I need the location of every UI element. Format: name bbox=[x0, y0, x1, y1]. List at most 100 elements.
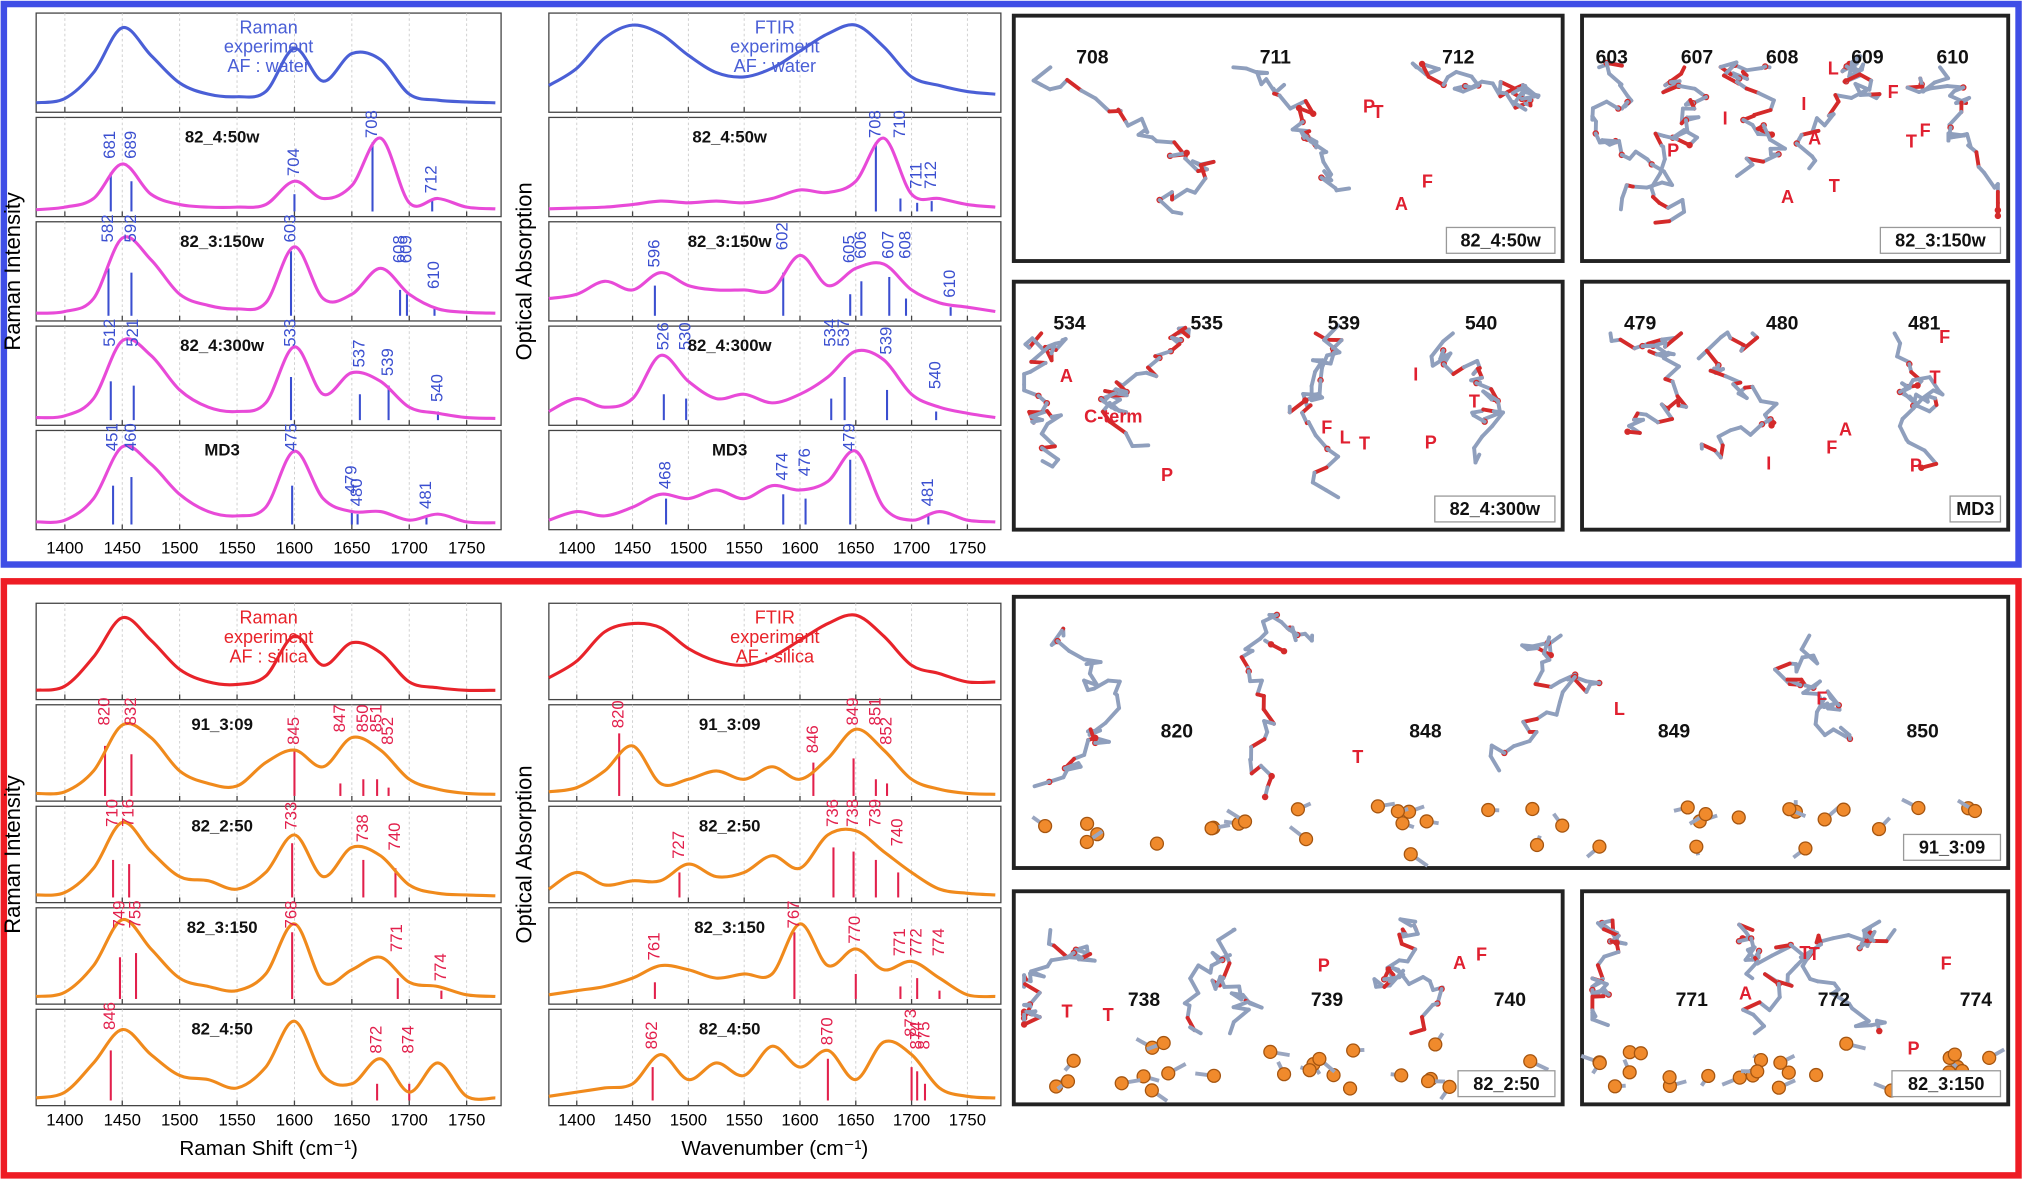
peak-label: 534 bbox=[821, 319, 840, 347]
peak-label: 874 bbox=[399, 1026, 418, 1054]
molecule-bond bbox=[1405, 947, 1418, 964]
molecule-bond bbox=[1265, 774, 1274, 790]
peak-label: 852 bbox=[876, 717, 895, 745]
molecule-bond bbox=[1489, 743, 1507, 755]
molecule-bond bbox=[1030, 336, 1045, 351]
silica-atom bbox=[1967, 803, 1983, 819]
structure-id: 610 bbox=[1937, 46, 1969, 68]
molecule-bond bbox=[1031, 65, 1053, 83]
peak-label: 738 bbox=[353, 814, 372, 842]
residue-label: A bbox=[1395, 194, 1408, 214]
peak-label: 474 bbox=[773, 453, 792, 481]
molecule-bond bbox=[1209, 958, 1225, 968]
molecule-bond bbox=[1520, 89, 1541, 98]
peak-label: 712 bbox=[921, 161, 940, 189]
molecule-bond bbox=[1308, 139, 1329, 154]
molecule-bond bbox=[1801, 679, 1822, 695]
silica-atom bbox=[1038, 818, 1053, 834]
peak-label: 772 bbox=[907, 928, 926, 956]
molecule-bond bbox=[1676, 83, 1697, 91]
x-tick-label: 1650 bbox=[333, 538, 370, 557]
structure-name: MD3 bbox=[1956, 499, 1994, 519]
spectrum-line bbox=[548, 1039, 996, 1100]
silica-atom bbox=[1680, 800, 1695, 815]
structure-name: 82_4:50w bbox=[1460, 230, 1541, 250]
molecule-bond bbox=[1750, 384, 1763, 403]
molecule-bond bbox=[1838, 725, 1852, 738]
molecule-bond bbox=[1188, 976, 1201, 996]
molecule-bond bbox=[1040, 459, 1055, 469]
x-tick-label: 1500 bbox=[161, 1111, 198, 1130]
molecule-bond bbox=[1743, 945, 1757, 962]
peak-label: 537 bbox=[834, 319, 853, 347]
molecule-bond bbox=[1744, 66, 1764, 73]
molecule-bond bbox=[1123, 431, 1135, 449]
peak-label: 582 bbox=[98, 214, 117, 242]
molecule-bond bbox=[1938, 65, 1951, 81]
molecule-bond bbox=[1185, 1003, 1192, 1020]
silica-atom bbox=[1428, 1037, 1443, 1052]
molecule-bond bbox=[1231, 65, 1249, 71]
molecule-bond bbox=[1799, 633, 1812, 652]
molecule-bond bbox=[1590, 976, 1609, 987]
structure-id: 772 bbox=[1818, 989, 1850, 1011]
molecule-bond bbox=[1277, 93, 1293, 111]
spectrum-line bbox=[36, 444, 496, 525]
silica-atom bbox=[1607, 1079, 1623, 1094]
atom bbox=[1261, 793, 1269, 801]
peak-label: 704 bbox=[284, 148, 303, 176]
molecule-bond bbox=[1800, 964, 1813, 981]
molecule-bond bbox=[1807, 158, 1818, 171]
panel-label: 82_2:50 bbox=[699, 816, 761, 835]
x-tick-label: 1650 bbox=[333, 1111, 370, 1130]
molecule-bond bbox=[1922, 448, 1939, 466]
molecule-bond bbox=[1216, 938, 1229, 958]
molecule-bond bbox=[1728, 335, 1746, 348]
molecule-bond bbox=[1029, 409, 1050, 419]
molecule-bond bbox=[1653, 219, 1672, 225]
peak-label: 875 bbox=[914, 1021, 933, 1049]
silica-atom bbox=[1698, 806, 1713, 822]
structure-name-box bbox=[1879, 226, 2002, 254]
x-tick-label: 1400 bbox=[46, 1111, 83, 1130]
silica-atom bbox=[1370, 799, 1385, 814]
peak-label: 873 bbox=[901, 1009, 920, 1037]
molecule-bond bbox=[1920, 388, 1936, 400]
peak-label: 851 bbox=[367, 704, 386, 732]
molecule-bond bbox=[1663, 331, 1684, 349]
molecule-bond bbox=[1833, 93, 1854, 100]
molecule-bond bbox=[1521, 716, 1539, 724]
molecule-bond bbox=[1107, 419, 1128, 436]
molecule-bond bbox=[1905, 85, 1921, 94]
molecule-bond bbox=[1716, 428, 1733, 439]
molecule-bond bbox=[1325, 350, 1342, 358]
molecule-bond bbox=[1857, 72, 1874, 83]
spectrum-line bbox=[35, 918, 496, 999]
peak-label: 451 bbox=[103, 423, 122, 451]
molecule-bond bbox=[1396, 967, 1412, 987]
silica-atom bbox=[1781, 1065, 1796, 1080]
panel-frame bbox=[548, 325, 1002, 426]
molecule-bond bbox=[1927, 375, 1941, 393]
atom bbox=[1994, 212, 2002, 220]
y-axis-title: Optical Absorption bbox=[511, 182, 536, 360]
molecule-bond bbox=[1853, 1023, 1874, 1029]
molecule-bond bbox=[1649, 171, 1663, 190]
molecule-bond bbox=[1947, 110, 1964, 127]
spectrum-line bbox=[36, 337, 496, 420]
molecule-bond bbox=[1040, 446, 1061, 462]
residue-label: F bbox=[1476, 945, 1487, 965]
silica-atom bbox=[1817, 812, 1832, 827]
panel-label: 82_4:50 bbox=[699, 1019, 761, 1038]
x-axis-title: Wavenumber (cm⁻¹) bbox=[681, 1137, 868, 1160]
molecule-bond bbox=[1032, 779, 1052, 789]
molecule-bond bbox=[1663, 364, 1681, 381]
structure-frame bbox=[1580, 889, 2011, 1107]
x-axis-title: Raman Shift (cm⁻¹) bbox=[179, 1137, 357, 1160]
molecule-bond bbox=[1409, 1027, 1427, 1036]
silica-atom bbox=[1555, 818, 1570, 833]
peak-label: 849 bbox=[843, 697, 862, 725]
peak-label: 608 bbox=[895, 231, 914, 259]
molecule-bond bbox=[1399, 941, 1418, 952]
x-tick-label: 1700 bbox=[391, 1111, 428, 1130]
